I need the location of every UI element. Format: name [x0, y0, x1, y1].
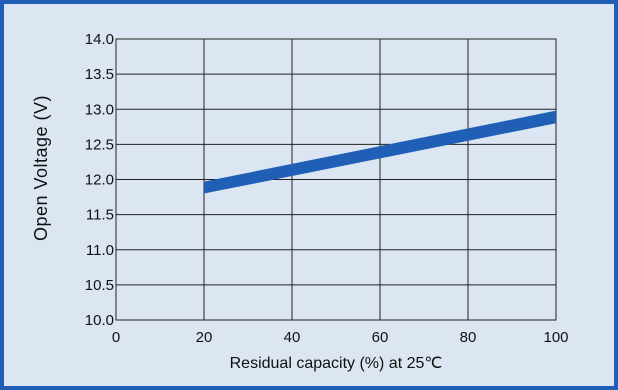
- grid-lines: [115, 38, 557, 321]
- y-tick-label: 12.5: [85, 136, 114, 153]
- x-axis-label: Residual capacity (%) at 25℃: [230, 355, 443, 372]
- voltage-band: [204, 110, 556, 194]
- x-tick-label: 100: [543, 329, 568, 346]
- y-tick-label: 13.0: [85, 101, 114, 118]
- y-tick-label: 13.5: [85, 66, 114, 83]
- y-tick-label: 11.5: [86, 207, 114, 224]
- y-axis-label: Open Voltage (V): [31, 95, 51, 241]
- x-tick-label: 40: [284, 329, 301, 346]
- x-tick-label: 60: [372, 329, 389, 346]
- x-tick-label: 20: [196, 329, 213, 346]
- x-tick-label: 0: [112, 329, 120, 346]
- y-tick-labels: 10.0 10.5 11.0 11.5 12.0 12.5 13.0 13.5 14.0: [85, 31, 114, 329]
- band-layer: [204, 110, 556, 194]
- y-tick-label: 14.0: [85, 31, 114, 48]
- y-tick-label: 10.0: [85, 312, 114, 329]
- y-tick-label: 12.0: [85, 172, 114, 189]
- x-tick-label: 80: [460, 329, 477, 346]
- y-tick-label: 11.0: [86, 242, 114, 259]
- y-tick-label: 10.5: [85, 277, 114, 294]
- x-tick-labels: 0 20 40 60 80 100: [112, 329, 569, 346]
